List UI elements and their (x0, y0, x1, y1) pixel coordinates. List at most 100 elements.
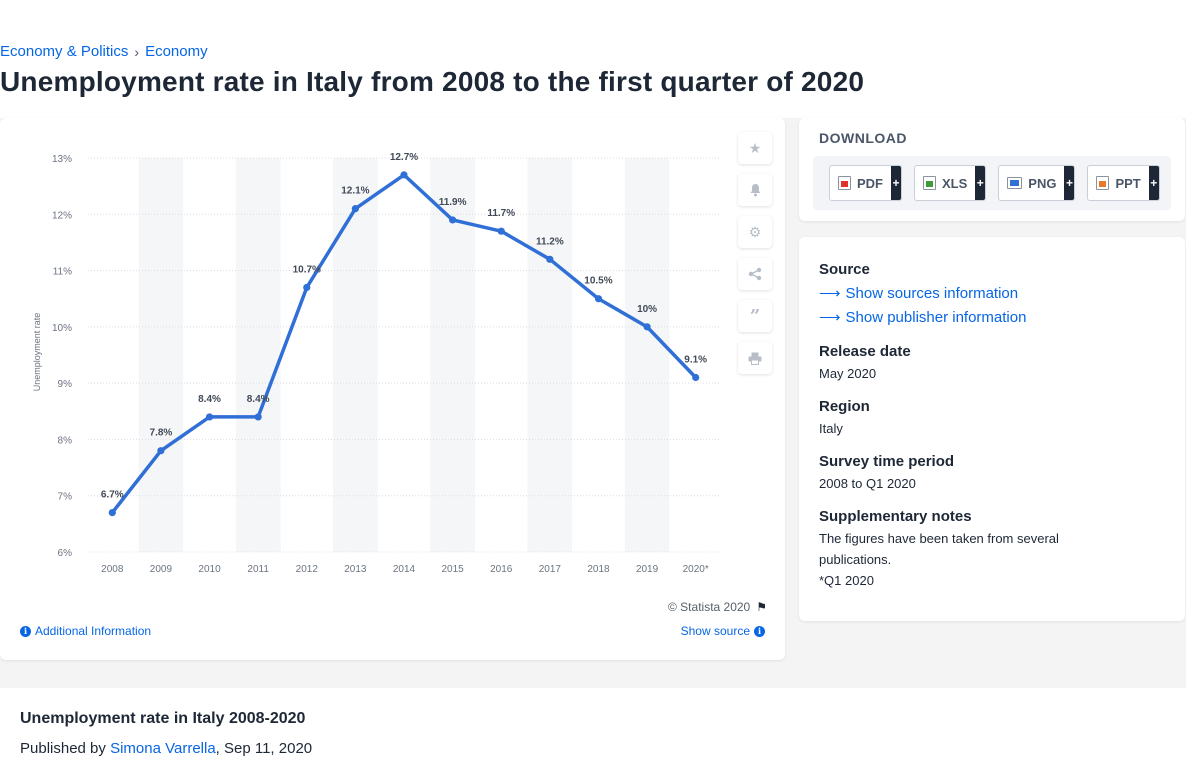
settings-button[interactable]: ⚙ (738, 216, 772, 248)
data-point (497, 227, 505, 235)
column-band (235, 158, 281, 552)
data-label: 12.7% (390, 152, 418, 163)
x-tick-label: 2018 (587, 564, 610, 575)
notification-button[interactable] (738, 174, 772, 206)
data-label: 11.2% (536, 236, 564, 247)
x-tick-label: 2019 (636, 564, 659, 575)
published-by: Published by Simona Varrella, Sep 11, 20… (20, 740, 312, 757)
star-icon: ★ (748, 139, 762, 156)
data-point (108, 509, 116, 517)
download-title: DOWNLOAD (819, 130, 907, 146)
y-tick-label: 7% (58, 492, 73, 503)
data-point (594, 295, 603, 303)
data-point (157, 447, 165, 455)
download-png-button[interactable]: PNG + (998, 165, 1076, 201)
download-ppt-label: PPT (1115, 175, 1141, 191)
series-line (110, 173, 698, 515)
download-card: DOWNLOAD PDF + XLS + PNG + PPT + (799, 118, 1185, 221)
download-pdf-label: PDF (857, 175, 883, 191)
data-label: 10% (637, 304, 657, 315)
page-title: Unemployment rate in Italy from 2008 to … (0, 66, 865, 97)
column-band (527, 158, 573, 552)
x-tick-label: 2011 (247, 564, 269, 575)
download-buttons: PDF + XLS + PNG + PPT + (813, 156, 1171, 210)
y-tick-label: 9% (58, 379, 73, 390)
png-file-icon (1007, 177, 1023, 189)
x-tick-label: 2008 (101, 564, 124, 575)
additional-information-label: Additional Information (35, 624, 152, 638)
x-tick-label: 2020* (683, 564, 709, 575)
column-band (624, 158, 670, 552)
plus-icon: + (1148, 166, 1159, 200)
print-icon (748, 352, 762, 365)
plus-icon: + (891, 166, 901, 200)
y-tick-label: 12% (52, 210, 72, 221)
x-tick-label: 2017 (539, 564, 562, 575)
published-date: , Sep 11, 2020 (215, 740, 313, 757)
bell-icon (750, 184, 760, 197)
download-ppt-button[interactable]: PPT + (1087, 165, 1160, 201)
show-sources-link[interactable]: ⟶ Show sources information (819, 284, 1019, 303)
download-pdf-button[interactable]: PDF + (829, 165, 902, 201)
breadcrumb-item-economy[interactable]: Economy (145, 43, 208, 60)
region-heading: Region (819, 398, 870, 415)
header-band (0, 0, 1186, 118)
flag-icon[interactable]: ⚑ (756, 600, 767, 614)
statistic-details-card: Source ⟶ Show sources information ⟶ Show… (799, 237, 1185, 621)
survey-period-value: 2008 to Q1 2020 (819, 476, 916, 491)
data-label: 6.7% (101, 490, 124, 501)
data-label: 10.5% (584, 276, 612, 287)
chart-copyright: © Statista 2020 ⚑ (668, 600, 767, 614)
column-band (138, 158, 184, 552)
x-tick-label: 2013 (344, 564, 367, 575)
data-point (692, 373, 700, 382)
share-icon (748, 267, 762, 281)
additional-information-link[interactable]: i Additional Information (20, 624, 151, 638)
show-sources-label: Show sources information (845, 284, 1019, 302)
breadcrumb: Economy & Politics › Economy (0, 43, 208, 60)
survey-period-heading: Survey time period (819, 453, 955, 470)
column-band (333, 158, 378, 552)
cite-button[interactable]: ” (738, 300, 772, 332)
copyright-text: © Statista 2020 (668, 600, 751, 614)
y-tick-label: 8% (58, 435, 73, 446)
show-source-label: Show source (680, 624, 750, 638)
data-label: 10.7% (293, 264, 321, 275)
supplementary-notes-text: The figures have been taken from several… (819, 531, 1059, 567)
show-publisher-link[interactable]: ⟶ Show publisher information (819, 308, 1027, 327)
arrow-right-icon: ⟶ (819, 309, 841, 326)
print-button[interactable] (738, 342, 772, 374)
download-xls-button[interactable]: XLS + (914, 165, 987, 201)
data-label: 8.4% (198, 394, 221, 405)
data-label: 11.9% (439, 197, 467, 208)
download-xls-label: XLS (942, 175, 968, 191)
author-link[interactable]: Simona Varrella (110, 740, 216, 757)
y-axis-label: Unemployment rate (32, 313, 42, 392)
supplementary-notes-heading: Supplementary notes (819, 508, 972, 525)
data-point (254, 413, 262, 421)
x-tick-label: 2009 (150, 564, 173, 575)
supplementary-notes-footnote: *Q1 2020 (819, 573, 874, 588)
data-label: 8.4% (247, 394, 270, 405)
share-button[interactable] (738, 258, 772, 290)
y-tick-label: 13% (52, 154, 72, 165)
plus-icon: + (1064, 166, 1075, 200)
source-heading: Source (819, 261, 870, 278)
data-point (546, 255, 554, 263)
x-tick-label: 2014 (393, 564, 416, 575)
quote-icon: ” (749, 305, 761, 327)
show-source-link[interactable]: Show source i (681, 624, 765, 638)
chart-tools: ★ ⚙ ” (738, 132, 772, 374)
data-point (400, 171, 408, 179)
breadcrumb-item-economy-politics[interactable]: Economy & Politics (0, 43, 129, 60)
data-point (351, 205, 359, 213)
data-point (303, 283, 311, 292)
data-point (449, 216, 457, 224)
show-publisher-label: Show publisher information (845, 308, 1027, 326)
y-tick-label: 11% (53, 267, 72, 278)
line-chart: 6% 7% 8% 9% 10% 11% 12% 13% Unemployment rate 200… (32, 152, 720, 575)
chart-card: 6% 7% 8% 9% 10% 11% 12% 13% Unemployment rate 200… (0, 118, 785, 660)
y-tick-label: 6% (58, 548, 73, 559)
data-label: 9.1% (684, 355, 707, 366)
favorite-button[interactable]: ★ (738, 132, 772, 164)
